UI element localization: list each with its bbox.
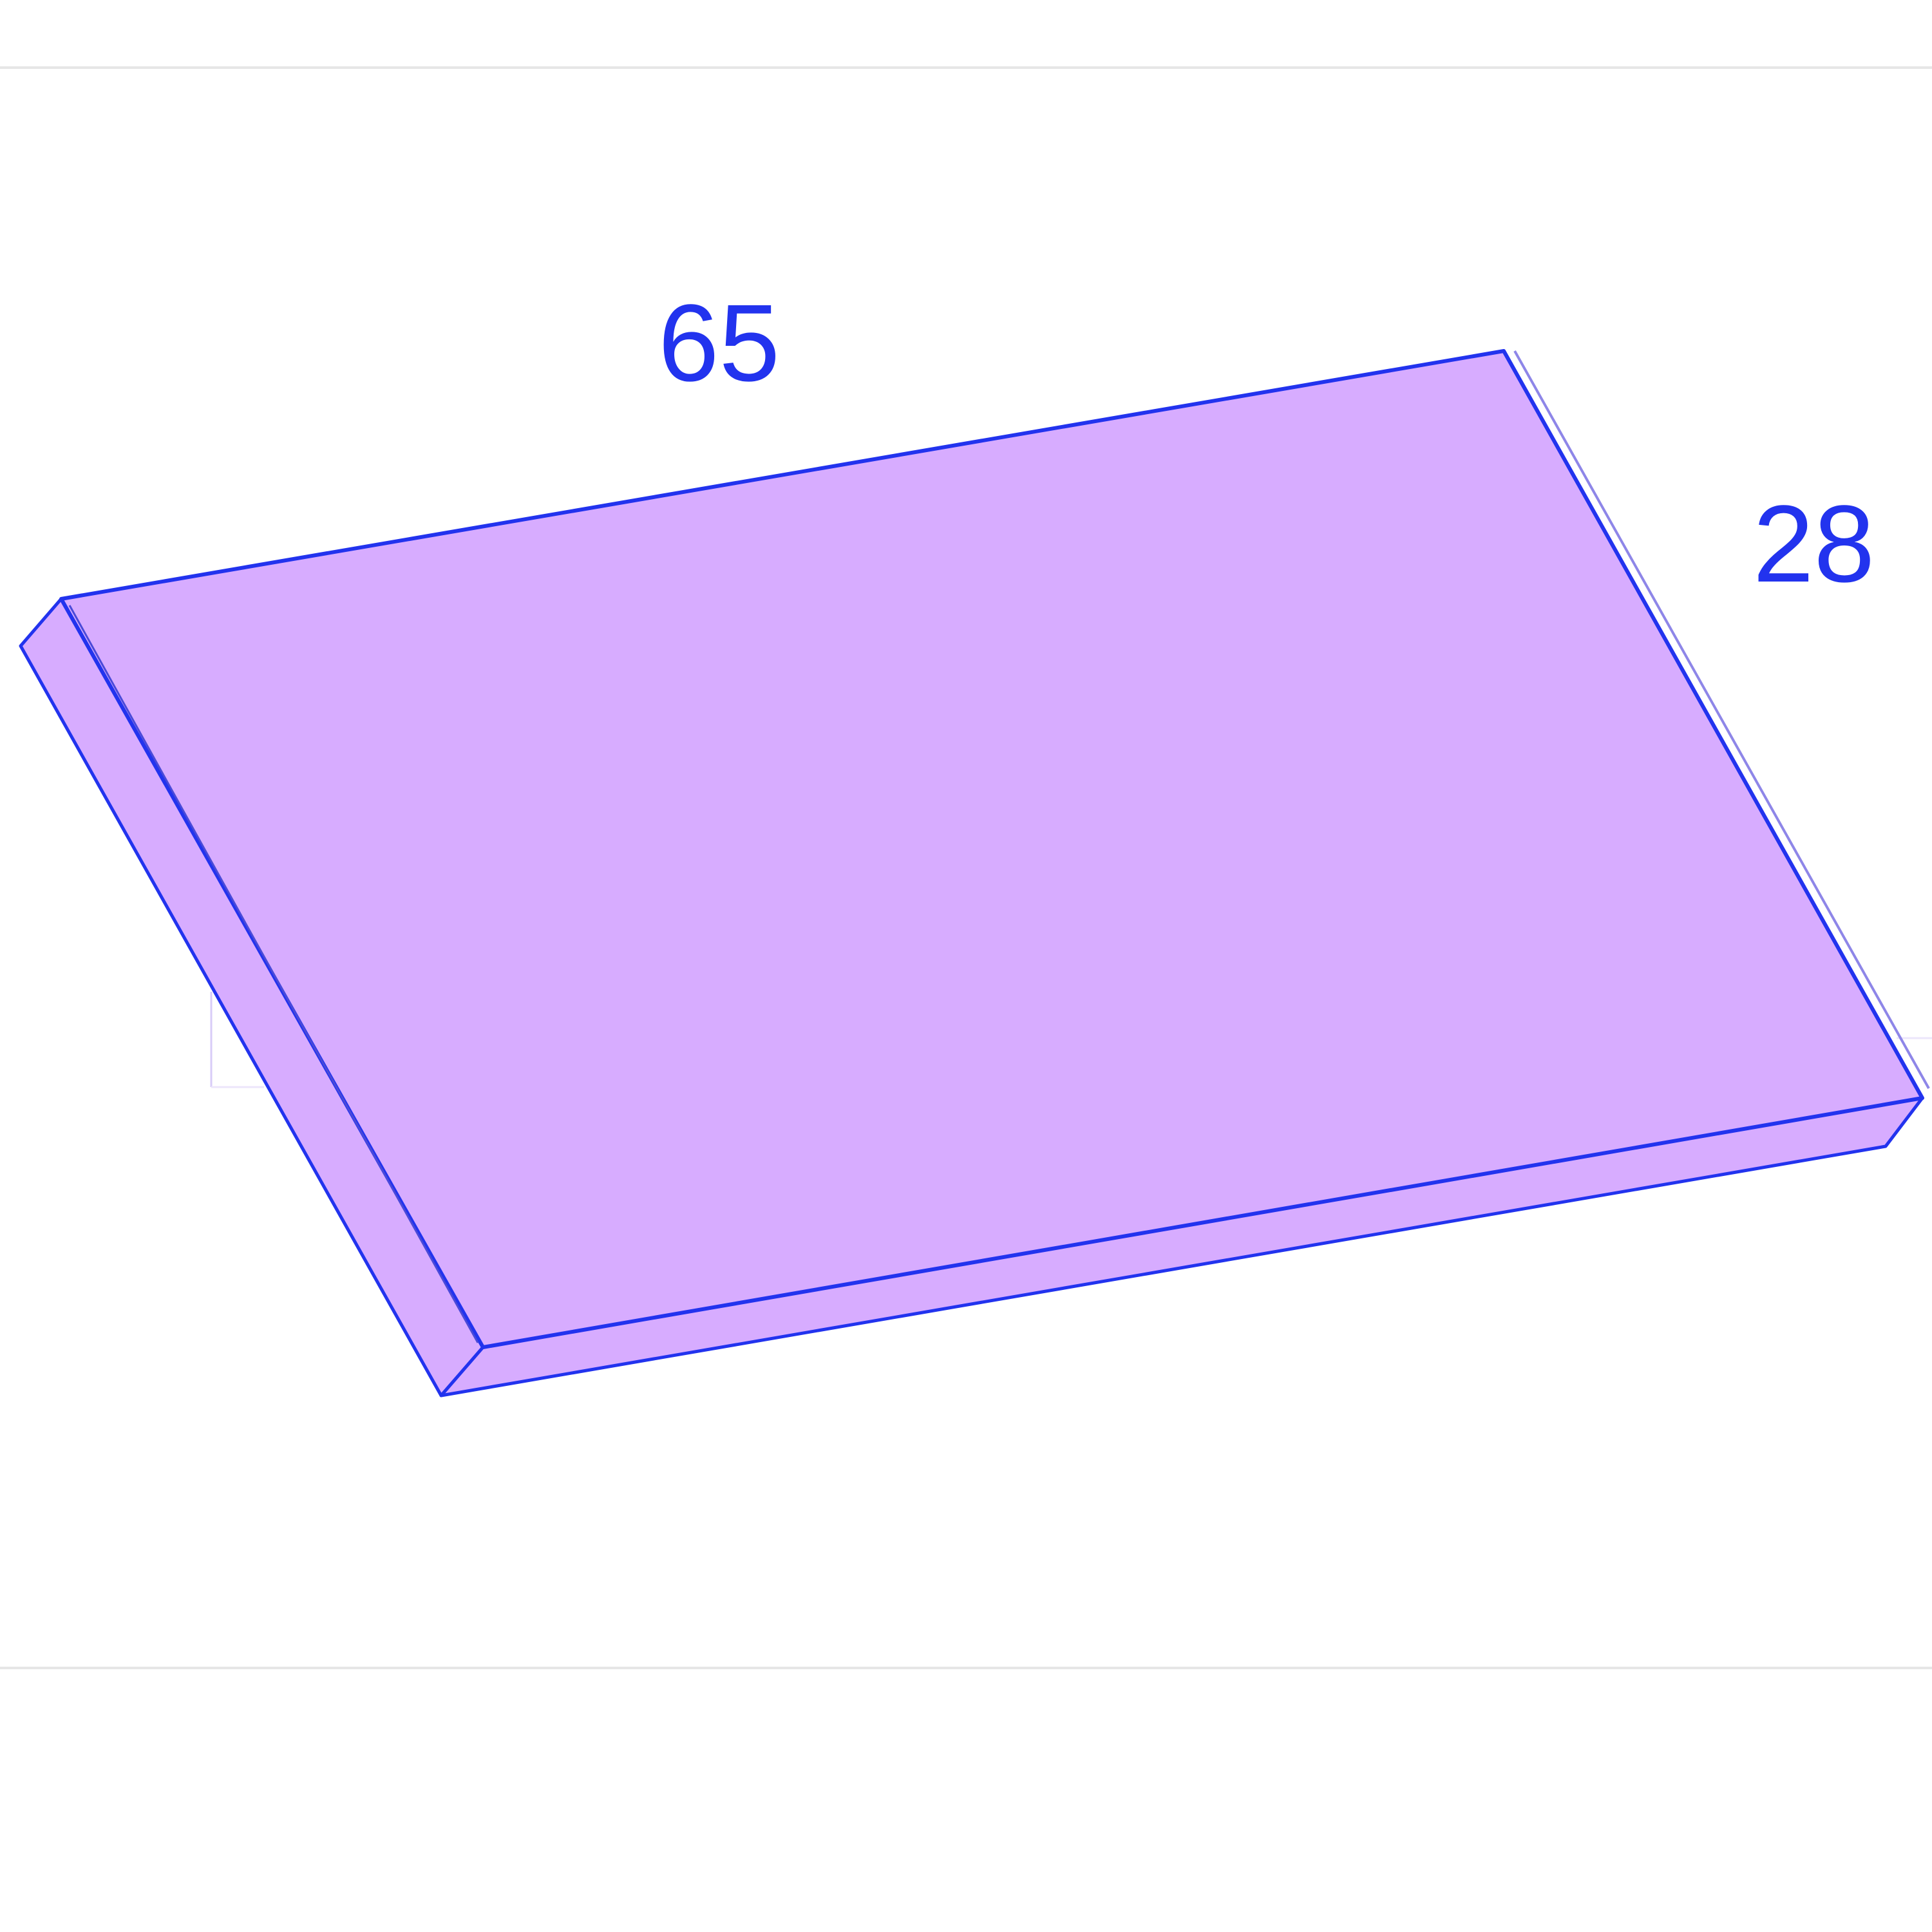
edge-highlight-right [1513,350,1930,1089]
edge-highlight-inner [68,605,479,1343]
dimension-length-label: 65 [658,282,781,404]
dimension-width-label: 28 [1753,483,1875,605]
